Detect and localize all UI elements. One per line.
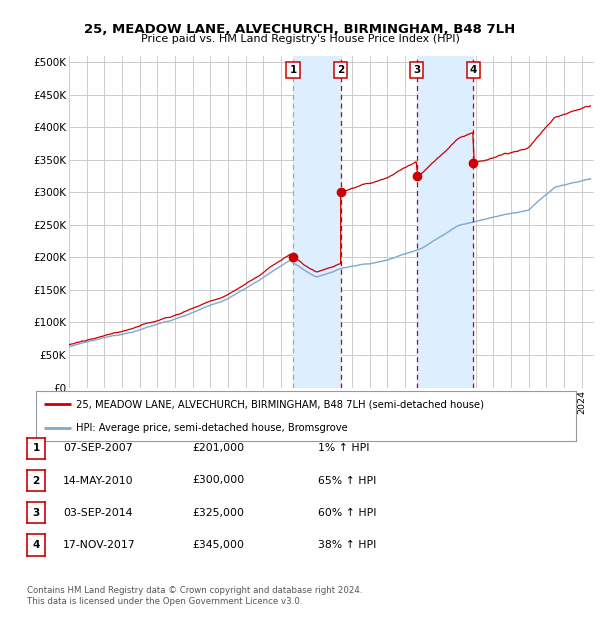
Text: 1% ↑ HPI: 1% ↑ HPI [318,443,370,453]
Text: 2: 2 [32,476,40,485]
Text: 65% ↑ HPI: 65% ↑ HPI [318,476,376,485]
Text: 60% ↑ HPI: 60% ↑ HPI [318,508,377,518]
Text: 1: 1 [289,65,296,75]
Text: £201,000: £201,000 [192,443,244,453]
Text: 38% ↑ HPI: 38% ↑ HPI [318,540,376,550]
Text: 07-SEP-2007: 07-SEP-2007 [63,443,133,453]
Text: 4: 4 [32,540,40,550]
Text: 25, MEADOW LANE, ALVECHURCH, BIRMINGHAM, B48 7LH (semi-detached house): 25, MEADOW LANE, ALVECHURCH, BIRMINGHAM,… [77,399,485,409]
Text: £300,000: £300,000 [192,476,244,485]
Text: 17-NOV-2017: 17-NOV-2017 [63,540,136,550]
Text: 2: 2 [337,65,344,75]
Text: 14-MAY-2010: 14-MAY-2010 [63,476,134,485]
Bar [417,56,473,388]
Text: 03-SEP-2014: 03-SEP-2014 [63,508,133,518]
Text: £325,000: £325,000 [192,508,244,518]
Text: £345,000: £345,000 [192,540,244,550]
Text: 1: 1 [32,443,40,453]
Text: 25, MEADOW LANE, ALVECHURCH, BIRMINGHAM, B48 7LH: 25, MEADOW LANE, ALVECHURCH, BIRMINGHAM,… [85,23,515,36]
Text: 4: 4 [470,65,477,75]
Text: 3: 3 [413,65,421,75]
Text: HPI: Average price, semi-detached house, Bromsgrove: HPI: Average price, semi-detached house,… [77,423,348,433]
Text: Contains HM Land Registry data © Crown copyright and database right 2024.
This d: Contains HM Land Registry data © Crown c… [27,585,362,606]
Bar [293,56,341,388]
Text: 3: 3 [32,508,40,518]
Text: Price paid vs. HM Land Registry's House Price Index (HPI): Price paid vs. HM Land Registry's House … [140,34,460,44]
